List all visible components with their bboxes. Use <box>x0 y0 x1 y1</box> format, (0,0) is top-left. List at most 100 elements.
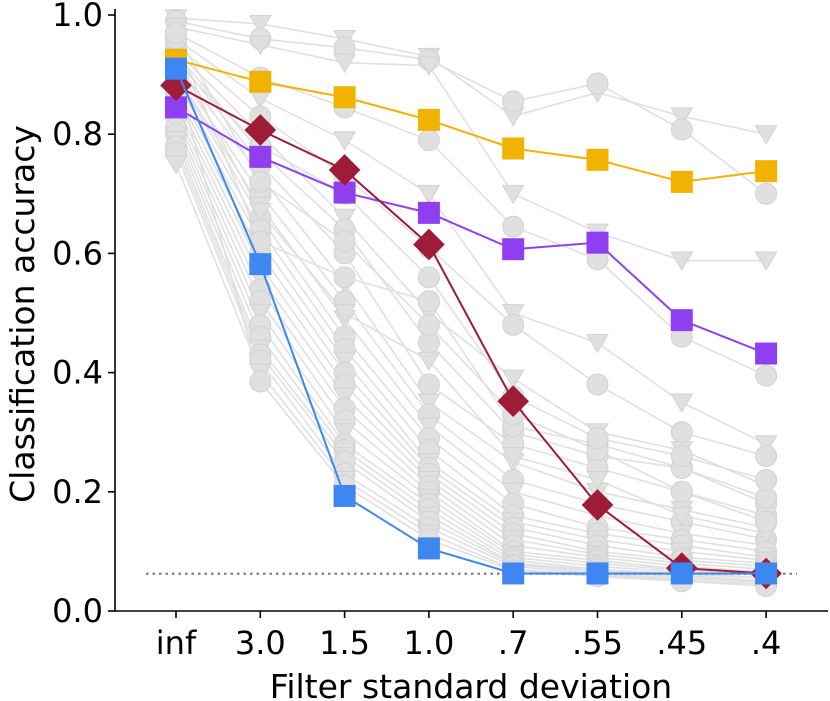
crimson-diamonds-point <box>413 228 445 261</box>
blue-squares-line <box>175 68 767 575</box>
background-series-point <box>333 53 356 74</box>
background-series-line <box>175 20 767 195</box>
blue-squares-point <box>755 562 778 585</box>
background-series-point <box>670 421 693 444</box>
background-series-layer <box>164 9 778 597</box>
background-series-point <box>248 35 272 56</box>
y-axis-title: Classification accuracy <box>3 125 42 503</box>
background-series-point <box>670 251 694 271</box>
yellow-squares-point <box>417 108 440 131</box>
background-series-line <box>175 127 767 580</box>
background-series-point <box>333 423 356 443</box>
background-series-point <box>586 470 609 491</box>
blue-squares-point <box>249 253 272 276</box>
highlight-series-layer <box>160 48 782 590</box>
background-series-line <box>175 104 767 571</box>
background-series-line <box>175 74 767 553</box>
blue-squares-point <box>670 562 693 585</box>
x-tick-label: 1.5 <box>319 624 370 662</box>
x-tick-label: 3.0 <box>235 624 286 662</box>
background-series-point <box>333 387 356 407</box>
purple-squares-point <box>417 201 440 224</box>
purple-squares-point <box>249 145 272 168</box>
blue-squares-point <box>165 57 187 80</box>
background-series-point <box>417 373 440 396</box>
background-series-point <box>333 230 356 253</box>
crimson-diamonds-line <box>175 84 767 575</box>
background-series-line <box>175 92 767 565</box>
background-series-point <box>501 304 525 324</box>
background-series-point <box>754 125 778 145</box>
purple-squares-point <box>755 342 778 365</box>
background-series-point <box>670 506 694 527</box>
background-series-point <box>670 107 694 127</box>
background-series-point <box>755 182 778 205</box>
background-series-line <box>175 110 767 574</box>
background-series-point <box>165 21 187 44</box>
background-series-point <box>249 170 272 193</box>
background-series-point <box>502 90 525 113</box>
crimson-diamonds-point <box>244 114 277 146</box>
background-series-line <box>175 163 767 585</box>
background-series-point <box>333 351 356 372</box>
yellow-squares-point <box>586 148 609 171</box>
y-tick-label: 0.8 <box>52 115 103 153</box>
background-series-line <box>175 145 767 582</box>
y-tick-label: 0.6 <box>52 234 103 272</box>
y-tick-label: 1.0 <box>52 0 103 34</box>
background-series-point <box>754 435 778 455</box>
background-series-line <box>175 86 767 562</box>
x-tick-label: .55 <box>572 624 623 662</box>
y-tick-label: 0.4 <box>52 354 103 392</box>
background-series-point <box>333 304 356 324</box>
background-series-line <box>175 62 767 529</box>
crimson-diamonds-point <box>581 489 614 521</box>
background-series-point <box>417 184 441 205</box>
background-series-point <box>755 364 778 387</box>
background-series-point <box>417 56 441 77</box>
axes-layer: 0.0 0.2 0.4 0.6 0.8 1.0 inf 3.0 1.5 1.0 .7 .55 .45 .4 <box>52 0 828 662</box>
blue-squares-point <box>333 484 356 507</box>
background-series-point <box>501 369 525 389</box>
background-series-point <box>417 129 440 152</box>
background-series-line <box>175 68 767 541</box>
background-series-point <box>333 266 356 289</box>
background-series-point <box>755 445 778 468</box>
background-series-line <box>175 74 767 547</box>
yellow-squares-point <box>502 137 525 160</box>
background-series-point <box>670 393 694 413</box>
yellow-squares-point <box>670 170 693 193</box>
background-series-point <box>501 482 525 503</box>
background-series-line <box>175 38 767 445</box>
y-tick-label: 0.2 <box>52 473 103 511</box>
background-series-point <box>586 427 609 450</box>
background-series-point <box>248 202 272 223</box>
yellow-squares-line <box>175 58 767 183</box>
background-series-point <box>755 510 778 533</box>
background-series-line <box>175 62 767 481</box>
background-series-line <box>175 38 767 499</box>
background-series-point <box>248 15 272 35</box>
x-tick-label: .4 <box>751 624 782 662</box>
background-series-point <box>755 468 778 491</box>
background-series-line <box>175 56 767 517</box>
background-series-point <box>417 351 441 372</box>
purple-squares-point <box>670 309 693 332</box>
purple-squares-point <box>586 231 609 254</box>
x-tick-label: 1.0 <box>403 624 454 662</box>
background-series-point <box>670 480 693 503</box>
y-tick-label: 0.0 <box>52 592 103 630</box>
background-series-point <box>417 417 441 437</box>
background-series-point <box>333 131 356 151</box>
x-tick-label: inf <box>156 624 197 662</box>
background-series-point <box>502 313 525 336</box>
background-series-point <box>249 370 272 393</box>
background-series-line <box>175 17 767 135</box>
background-series-line <box>175 98 767 568</box>
background-series-point <box>670 445 693 468</box>
background-series-point <box>333 208 356 229</box>
blue-squares-point <box>502 562 525 585</box>
yellow-squares-point <box>755 160 778 183</box>
background-series-point <box>248 304 272 324</box>
x-axis-title: Filter standard deviation <box>270 667 672 701</box>
